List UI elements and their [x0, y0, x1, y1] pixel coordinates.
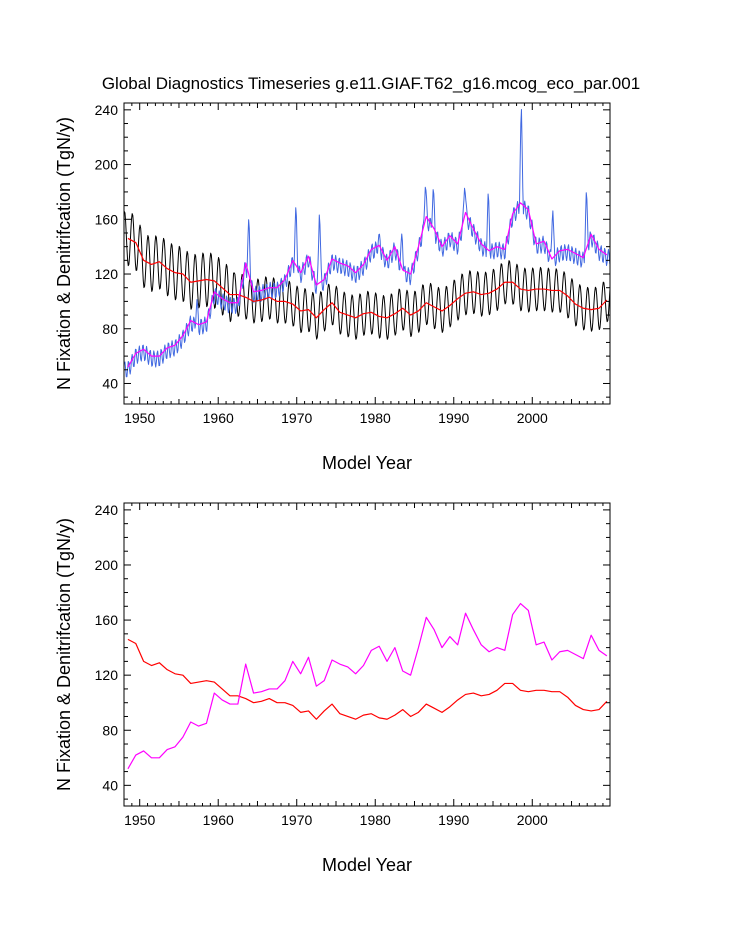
y-axis-label-top: N Fixation & Denitrifcation (TgN/y)	[54, 117, 74, 390]
y-tick-label-40-bottom: 40	[102, 777, 118, 793]
x-tick-label-1950-top: 1950	[124, 410, 155, 426]
y-tick-label-80-bottom: 80	[102, 722, 118, 738]
y-tick-label-200-bottom: 200	[95, 557, 119, 573]
chart-panel-bottom: 1950 1960 1970 1980 1990 2000 40 80 120 160 200 240…	[54, 502, 611, 875]
series-line-monthly-fixation-top	[124, 109, 610, 378]
x-tick-label-2000-top: 2000	[517, 410, 548, 426]
x-tick-label-1960-top: 1960	[203, 410, 234, 426]
x-tick-label-1980-bottom: 1980	[360, 812, 391, 828]
x-tick-label-1990-bottom: 1990	[438, 812, 469, 828]
y-tick-label-200-top: 200	[95, 157, 119, 173]
plot-frame-bottom	[123, 502, 611, 807]
x-tick-label-1970-bottom: 1970	[281, 812, 312, 828]
y-tick-label-160-top: 160	[95, 211, 119, 227]
series-line-annual-denitrification-top	[127, 237, 608, 319]
x-tick-label-2000-bottom: 2000	[517, 812, 548, 828]
x-axis-label-top: Model Year	[322, 453, 412, 473]
series-line-annual-fixation-bottom	[127, 602, 608, 770]
series-line-annual-fixation-top	[127, 202, 608, 368]
x-tick-label-1980-top: 1980	[360, 410, 391, 426]
figure-title: Global Diagnostics Timeseries g.e11.GIAF…	[102, 74, 640, 93]
y-tick-label-120-top: 120	[95, 266, 119, 282]
y-axis-label-bottom: N Fixation & Denitrifcation (TgN/y)	[54, 518, 74, 791]
y-tick-label-240-bottom: 240	[95, 502, 119, 518]
y-tick-label-80-top: 80	[102, 321, 118, 337]
series-line-monthly-denitrification-top	[124, 211, 610, 340]
chart-panel-top: 1950 1960 1970 1980 1990 2000 40 80 120 160 200 240…	[54, 102, 611, 473]
x-axis-label-bottom: Model Year	[322, 855, 412, 875]
y-tick-label-240-top: 240	[95, 102, 119, 118]
x-tick-label-1990-top: 1990	[438, 410, 469, 426]
y-tick-label-40-top: 40	[102, 375, 118, 391]
plot-area-bottom	[127, 602, 608, 770]
x-tick-label-1970-top: 1970	[281, 410, 312, 426]
y-tick-label-120-bottom: 120	[95, 667, 119, 683]
x-tick-label-1950-bottom: 1950	[124, 812, 155, 828]
y-tick-label-160-bottom: 160	[95, 612, 119, 628]
series-line-annual-denitrification-bottom	[127, 638, 608, 720]
plot-area-top	[124, 109, 610, 378]
x-tick-label-1960-bottom: 1960	[203, 812, 234, 828]
